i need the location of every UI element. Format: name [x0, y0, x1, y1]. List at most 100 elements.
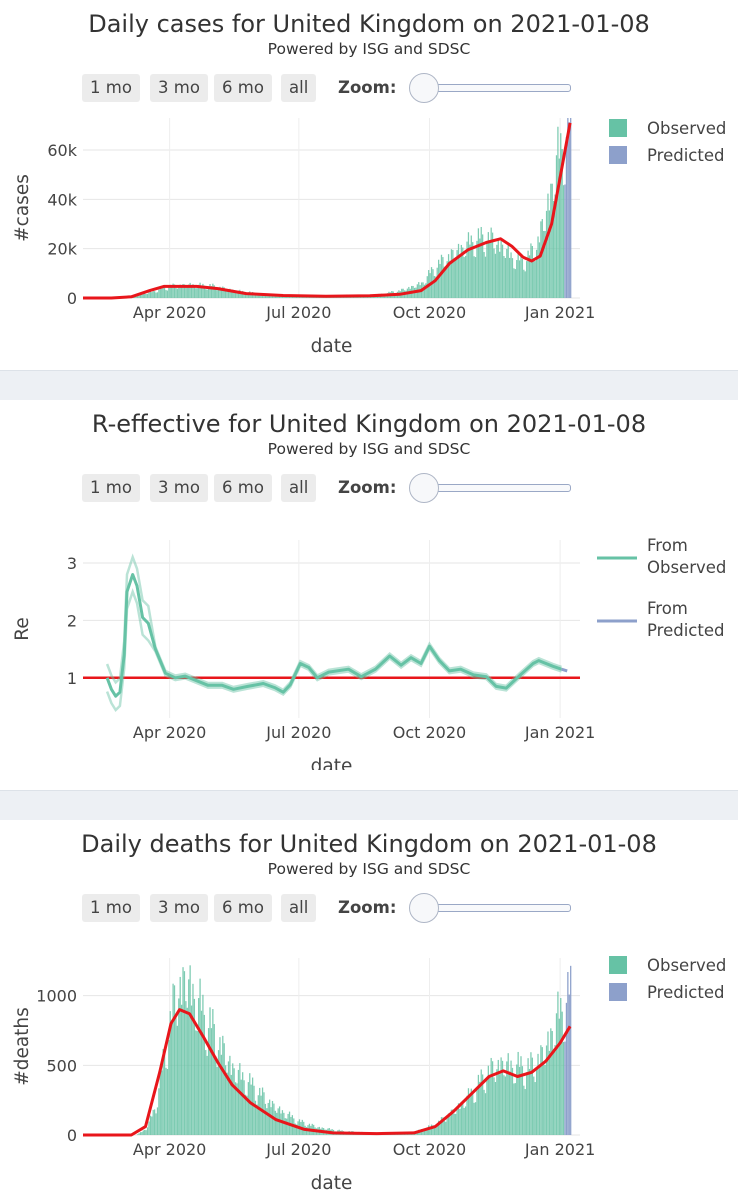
- observed-bar: [446, 1117, 448, 1135]
- range-1mo-button[interactable]: 1 mo: [82, 894, 140, 922]
- observed-bar: [267, 1102, 269, 1135]
- observed-bar: [423, 1130, 426, 1135]
- observed-bar: [541, 1047, 543, 1135]
- observed-bar: [207, 1028, 210, 1135]
- observed-bar: [430, 1124, 433, 1135]
- observed-bar: [530, 1052, 532, 1135]
- observed-bar: [192, 284, 194, 298]
- observed-bar: [490, 227, 492, 298]
- y-tick-label: 1000: [36, 987, 77, 1006]
- observed-bar: [206, 289, 208, 298]
- observed-bar: [447, 1113, 450, 1135]
- observed-bar: [158, 289, 160, 298]
- range-all-button[interactable]: all: [281, 74, 317, 102]
- range-1mo-button[interactable]: 1 mo: [82, 74, 140, 102]
- observed-bar: [227, 289, 230, 298]
- observed-bar: [196, 288, 198, 298]
- observed-bar: [222, 286, 224, 298]
- observed-bar: [442, 1117, 444, 1135]
- observed-bar: [473, 256, 475, 298]
- observed-bar: [237, 290, 240, 298]
- observed-bar: [527, 250, 529, 298]
- range-3mo-button[interactable]: 3 mo: [150, 894, 208, 922]
- observed-bar: [141, 1132, 143, 1135]
- observed-bar: [202, 283, 204, 298]
- observed-bar: [453, 258, 455, 298]
- observed-bar: [189, 282, 191, 298]
- observed-bar: [145, 294, 147, 298]
- observed-bar: [146, 293, 149, 298]
- y-tick-label: 0: [67, 1126, 77, 1145]
- observed-bar: [210, 286, 213, 298]
- observed-bar: [190, 1005, 193, 1135]
- observed-bar: [180, 1004, 183, 1135]
- observed-bar: [259, 1087, 261, 1135]
- range-6mo-button[interactable]: 6 mo: [214, 74, 272, 102]
- predicted-bar: [570, 118, 572, 298]
- range-3mo-button[interactable]: 3 mo: [150, 474, 208, 502]
- observed-bar: [257, 1095, 259, 1135]
- range-3mo-button[interactable]: 3 mo: [150, 74, 208, 102]
- observed-bar: [178, 286, 180, 298]
- observed-bar: [463, 1107, 465, 1135]
- observed-bar: [250, 1084, 252, 1135]
- observed-bar: [521, 1066, 524, 1135]
- observed-bar: [534, 1082, 536, 1135]
- range-all-button[interactable]: all: [281, 894, 317, 922]
- zoom-slider-handle[interactable]: [409, 893, 439, 923]
- observed-bar: [500, 1057, 502, 1135]
- zoom-slider-handle[interactable]: [409, 473, 439, 503]
- observed-bar: [496, 1069, 498, 1135]
- observed-bar: [205, 1050, 207, 1135]
- observed-bar: [482, 234, 484, 298]
- x-tick-label: Jan 2021: [524, 723, 595, 742]
- observed-bar: [165, 1067, 167, 1135]
- range-1mo-button[interactable]: 1 mo: [82, 474, 140, 502]
- observed-bar: [503, 1075, 505, 1135]
- legend-predicted-label-line1: From: [647, 599, 688, 618]
- observed-bar: [186, 1007, 188, 1135]
- observed-bar: [480, 1069, 482, 1135]
- observed-bar: [548, 1050, 551, 1135]
- observed-line: [105, 573, 562, 698]
- observed-bar: [474, 1102, 477, 1135]
- observed-bar: [162, 1049, 164, 1135]
- observed-bar: [149, 1115, 152, 1135]
- observed-bar: [162, 286, 164, 298]
- observed-bar: [457, 1103, 460, 1135]
- observed-bar: [138, 1133, 140, 1135]
- observed-bar: [429, 1126, 431, 1135]
- zoom-slider-handle[interactable]: [409, 73, 439, 103]
- observed-bar: [146, 1127, 149, 1135]
- range-all-button[interactable]: all: [281, 474, 317, 502]
- range-6mo-button[interactable]: 6 mo: [214, 474, 272, 502]
- range-6mo-button[interactable]: 6 mo: [214, 894, 272, 922]
- observed-bar: [479, 1081, 481, 1135]
- cases-chart: 0 20k 40k 60k Apr 2020 Jul 2020 Oct 2020 Jan 20…: [12, 118, 726, 357]
- observed-bar: [445, 1121, 447, 1135]
- x-tick-label: Oct 2020: [393, 1140, 466, 1159]
- observed-bar: [256, 1104, 258, 1135]
- observed-bar: [540, 221, 542, 298]
- y-tick-label: 500: [46, 1056, 77, 1075]
- observed-bar: [435, 276, 437, 298]
- observed-bar: [514, 1083, 516, 1135]
- legend-observed-label-line2: Observed: [647, 558, 726, 577]
- observed-bar: [428, 1125, 430, 1135]
- legend-predicted-swatch: [609, 983, 627, 1001]
- observed-bar: [163, 287, 166, 298]
- observed-bar: [528, 255, 531, 298]
- observed-bar: [171, 286, 173, 298]
- observed-bar: [517, 1051, 519, 1135]
- observed-bar: [210, 1028, 213, 1135]
- observed-bar: [223, 1043, 225, 1135]
- observed-bar: [513, 268, 515, 298]
- observed-bar: [487, 232, 489, 298]
- y-tick-label: 2: [67, 611, 77, 630]
- observed-bar: [504, 257, 507, 298]
- observed-bar: [247, 1082, 249, 1135]
- observed-bar: [562, 1041, 565, 1135]
- observed-bar: [486, 243, 488, 298]
- observed-bar: [196, 1031, 198, 1135]
- chart-subtitle: Powered by ISG and SDSC: [267, 40, 471, 58]
